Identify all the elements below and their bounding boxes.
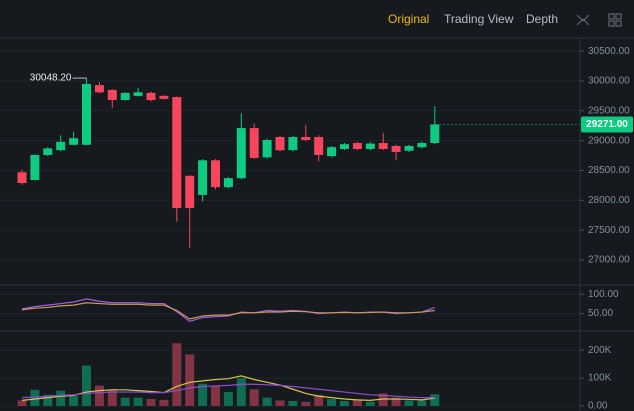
candle-body [430, 124, 440, 144]
indicator-line [21, 302, 435, 320]
volume-bar [107, 389, 117, 406]
volume-bar [56, 390, 66, 406]
y-tick-label: 30500.00 [588, 46, 630, 57]
candle-body [43, 148, 53, 155]
y-tick-label: 29500.00 [588, 105, 630, 116]
candle-body [378, 143, 388, 149]
candle-body [107, 89, 117, 101]
volume-bar [30, 389, 40, 406]
volume-bar [391, 397, 401, 406]
volume-bar [185, 354, 195, 406]
candle-body [185, 175, 195, 209]
y-tick-label: 27500.00 [588, 225, 630, 236]
candle-body [404, 145, 414, 151]
volume-bar [430, 394, 440, 406]
tab[interactable]: Original [388, 12, 429, 26]
volume-bar [159, 399, 169, 406]
volume-bar [82, 365, 91, 406]
volume-bar [43, 394, 53, 406]
volume-bar [236, 378, 246, 406]
volume-bar [340, 400, 349, 406]
volume-bar [17, 400, 27, 406]
last-price-tag [581, 116, 633, 133]
candle-body [172, 97, 182, 209]
candle-body [30, 154, 40, 180]
volume-bar [275, 400, 285, 406]
y-tick-label: 27000.00 [588, 255, 630, 266]
volume-bar [404, 400, 414, 406]
last-price-label: 29271.00 [586, 119, 628, 130]
volume-bar [133, 397, 143, 406]
annotation: 30048.20 [30, 73, 72, 84]
expand-icon[interactable] [576, 14, 590, 26]
volume-bar [69, 395, 79, 406]
volume-bar [146, 399, 156, 406]
volume-bar [314, 394, 324, 406]
volume-ma-line [21, 375, 435, 402]
volume-bar [327, 399, 337, 406]
volume-ma-line [21, 383, 435, 399]
candle-body [352, 143, 362, 149]
candle-body [262, 140, 272, 158]
volume-bar [211, 386, 220, 406]
candle-body [146, 92, 156, 101]
volume-bar [417, 400, 427, 406]
volume-bar [352, 399, 362, 406]
candle-body [340, 144, 349, 149]
candle-body [417, 143, 427, 148]
candle-body [120, 92, 130, 101]
volume-bar [120, 397, 130, 406]
y-tick-label: 100K [588, 373, 612, 384]
candle-body [249, 128, 259, 158]
candle-body [223, 178, 233, 188]
candle-body [211, 160, 220, 188]
volume-bar [262, 397, 272, 406]
candle-body [133, 92, 143, 96]
candle-body [288, 137, 298, 151]
y-tick-label: 0.00 [588, 401, 608, 411]
candle-body [365, 143, 375, 149]
layout-icon[interactable] [608, 13, 622, 27]
volume-bar [288, 400, 298, 406]
volume-bar [249, 389, 259, 406]
candle-body [314, 137, 324, 155]
volume-bar [301, 401, 311, 406]
candle-body [301, 137, 311, 141]
candle-body [17, 172, 27, 183]
volume-bar [378, 393, 388, 406]
tab[interactable]: Depth [526, 12, 558, 26]
y-tick-label: 50.00 [588, 308, 613, 319]
y-tick-label: 28500.00 [588, 165, 630, 176]
y-tick-label: 100.00 [588, 289, 619, 300]
candle-body [69, 138, 79, 145]
volume-bar [198, 383, 208, 406]
candle-body [94, 85, 104, 93]
y-tick-label: 29000.00 [588, 135, 630, 146]
y-tick-label: 28000.00 [588, 195, 630, 206]
candle-body [159, 95, 169, 99]
candle-body [82, 83, 91, 145]
y-tick-label: 30000.00 [588, 76, 630, 87]
candle-body [236, 128, 246, 179]
candle-body [275, 137, 285, 151]
y-tick-label: 200K [588, 345, 612, 356]
volume-bar [365, 401, 375, 406]
candle-body [391, 145, 401, 152]
candle-body [327, 147, 337, 157]
tab[interactable]: Trading View [444, 12, 514, 26]
candle-body [198, 160, 208, 195]
candle-body [56, 141, 66, 151]
volume-bar [94, 385, 104, 406]
volume-bar [223, 392, 233, 406]
volume-bar [172, 343, 182, 406]
